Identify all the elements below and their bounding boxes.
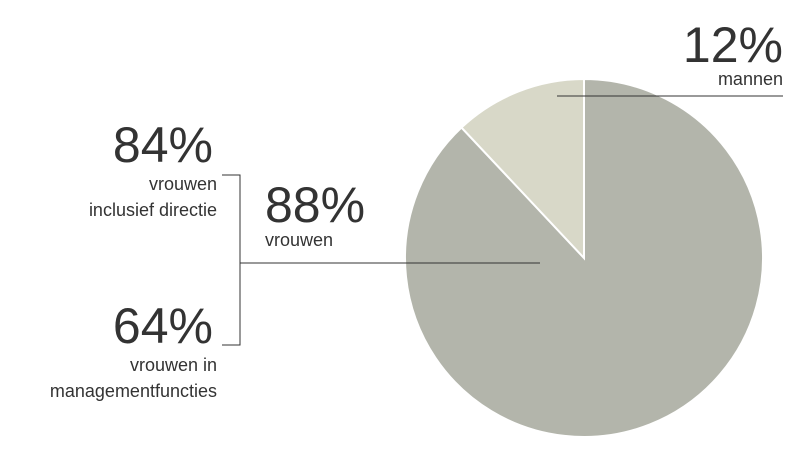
annotation-text: managementfuncties bbox=[50, 381, 217, 401]
annotation-text: vrouwen in bbox=[130, 355, 217, 375]
value-label: 12% bbox=[683, 17, 783, 73]
annotation-value: 84% bbox=[113, 117, 213, 173]
pie-slice bbox=[460, 77, 585, 261]
pie bbox=[404, 77, 764, 438]
value-label: 88% bbox=[265, 177, 365, 233]
annotation-text: inclusief directie bbox=[89, 200, 217, 220]
annotation-value: 64% bbox=[113, 298, 213, 354]
category-label: vrouwen bbox=[265, 230, 333, 250]
bracket bbox=[222, 174, 241, 346]
annotation-text: vrouwen bbox=[149, 174, 217, 194]
category-label: mannen bbox=[718, 69, 783, 89]
pie-slice bbox=[404, 77, 764, 438]
